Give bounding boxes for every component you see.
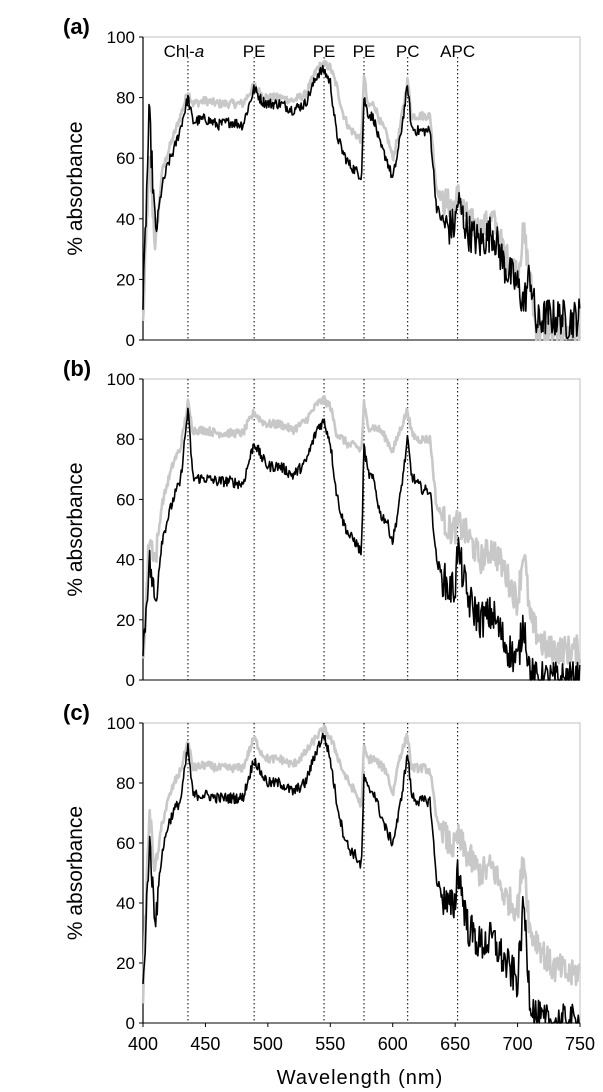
panel-label: (a) (63, 14, 90, 39)
y-tick-label: 20 (116, 954, 135, 973)
series-line (141, 394, 582, 666)
y-tick-label: 60 (116, 149, 135, 168)
x-tick-labels: 400 450 500 550 600 650 700 750 (128, 1023, 595, 1054)
y-axis-label: % absorbance (64, 462, 87, 596)
panel-label: (c) (63, 700, 90, 725)
pigment-label: PE (353, 42, 376, 61)
series-line (142, 407, 581, 681)
x-tick-label: 650 (440, 1034, 470, 1054)
y-tick-label: 20 (116, 611, 135, 630)
y-axis-label: % absorbance (64, 121, 87, 255)
y-tick-label: 100 (107, 714, 135, 733)
x-tick-label: 500 (253, 1034, 283, 1054)
x-tick-label: 550 (315, 1034, 345, 1054)
y-tick-label: 60 (116, 834, 135, 853)
y-tick-label: 100 (107, 370, 135, 389)
x-tick-label: 450 (190, 1034, 220, 1054)
y-tick-label: 40 (116, 894, 135, 913)
x-axis-label: Wavelength (nm) (277, 1067, 444, 1089)
y-tick-label: 0 (126, 331, 135, 350)
y-tick-label: 60 (116, 490, 135, 509)
series-line (141, 724, 582, 1004)
x-tick-label: 400 (128, 1034, 158, 1054)
series-line (142, 64, 581, 340)
pigment-label: APC (440, 42, 475, 61)
x-tick-label: 750 (565, 1034, 595, 1054)
pigment-label: PE (243, 42, 266, 61)
y-tick-label: 100 (107, 28, 135, 47)
y-tick-label: 40 (116, 551, 135, 570)
chart-panels: 0 20 40 60 80 100 % absorbance (a) Chl-a PE PE PE PC… (63, 14, 582, 1033)
pigment-label: Chl-a (164, 42, 205, 61)
panel-label: (b) (63, 356, 91, 381)
y-tick-label: 80 (116, 430, 135, 449)
panel-1: 0 20 40 60 80 100 % absorbance (b) (63, 356, 582, 690)
y-tick-label: 40 (116, 210, 135, 229)
pigment-label: PE (313, 42, 336, 61)
y-tick-label: 80 (116, 774, 135, 793)
y-tick-label: 80 (116, 89, 135, 108)
series-line (141, 59, 582, 342)
y-tick-label: 0 (126, 1014, 135, 1033)
panel-2: 0 20 40 60 80 100 % absorbance (c) (63, 700, 582, 1033)
x-tick-label: 600 (378, 1034, 408, 1054)
plot-frame (142, 722, 581, 1024)
y-axis-label: % absorbance (64, 806, 87, 940)
y-tick-label: 20 (116, 270, 135, 289)
panel-0: 0 20 40 60 80 100 % absorbance (a) Chl-a PE PE PE PC… (63, 14, 582, 350)
x-tick-label: 700 (503, 1034, 533, 1054)
y-tick-label: 0 (126, 671, 135, 690)
plot-frame (142, 36, 581, 341)
series-line (142, 732, 580, 1024)
pigment-label: PC (396, 42, 420, 61)
